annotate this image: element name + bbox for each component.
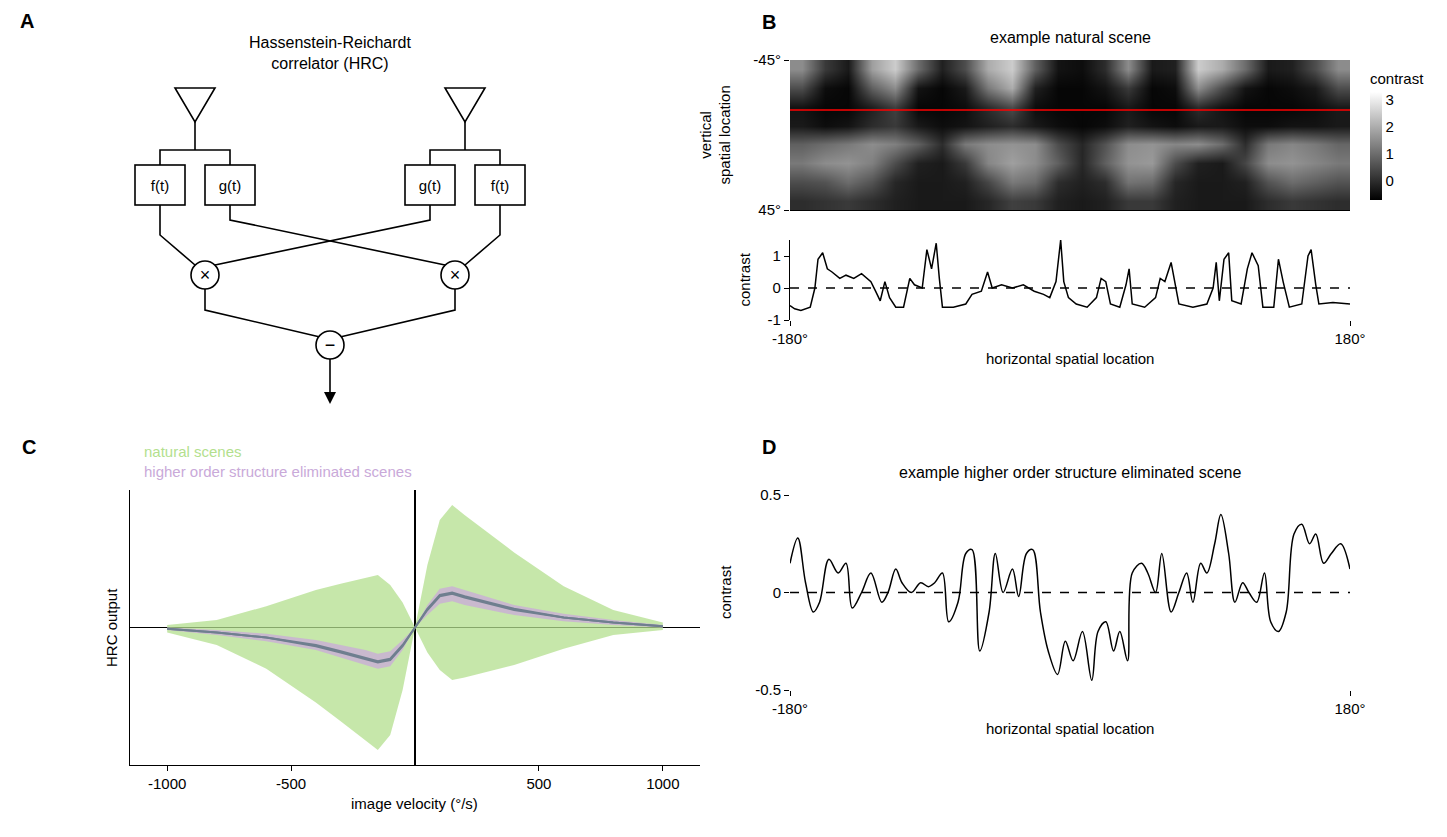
svg-text:×: × [200,265,211,285]
svg-text:g(t): g(t) [419,177,442,194]
svg-text:-0.5: -0.5 [755,681,781,698]
svg-text:1: 1 [1386,145,1394,162]
svg-text:higher order structure elimina: higher order structure eliminated scenes [144,463,412,480]
svg-text:image velocity (°/s): image velocity (°/s) [351,795,478,812]
svg-text:-180°: -180° [772,700,808,717]
svg-text:D: D [762,436,776,458]
svg-text:1000: 1000 [646,775,679,792]
svg-text:A: A [20,10,34,32]
svg-text:2: 2 [1386,118,1394,135]
svg-text:Hassenstein-Reichardt: Hassenstein-Reichardt [249,34,411,51]
svg-text:contrast: contrast [717,565,734,619]
svg-text:0: 0 [773,584,781,601]
svg-text:contrast: contrast [736,252,753,306]
svg-text:-45°: -45° [753,51,781,68]
svg-text:f(t): f(t) [151,177,169,194]
svg-text:horizontal spatial location: horizontal spatial location [986,350,1154,367]
svg-text:correlator (HRC): correlator (HRC) [271,55,388,72]
svg-text:-1000: -1000 [148,775,186,792]
svg-text:natural scenes: natural scenes [144,443,242,460]
svg-text:horizontal spatial location: horizontal spatial location [986,720,1154,737]
svg-text:example higher order structure: example higher order structure eliminate… [899,464,1242,481]
svg-text:1: 1 [772,247,780,264]
svg-text:0: 0 [1386,172,1394,189]
svg-text:−: − [325,335,336,355]
svg-text:g(t): g(t) [219,177,242,194]
svg-text:3: 3 [1386,91,1394,108]
svg-text:contrast: contrast [1370,70,1424,87]
svg-text:45°: 45° [758,201,781,218]
svg-text:×: × [450,265,461,285]
svg-text:verticalspatial location: verticalspatial location [697,85,734,184]
svg-text:180°: 180° [1334,700,1365,717]
svg-text:-1: -1 [767,311,780,328]
svg-text:0.5: 0.5 [760,486,781,503]
svg-text:example natural scene: example natural scene [990,29,1151,46]
svg-text:500: 500 [526,775,551,792]
svg-text:HRC output: HRC output [103,588,120,667]
svg-text:-500: -500 [276,775,306,792]
svg-text:C: C [22,436,36,458]
svg-text:B: B [762,11,776,33]
svg-text:f(t): f(t) [491,177,509,194]
svg-text:0: 0 [772,279,780,296]
svg-text:180°: 180° [1334,330,1365,347]
svg-text:-180°: -180° [772,330,808,347]
